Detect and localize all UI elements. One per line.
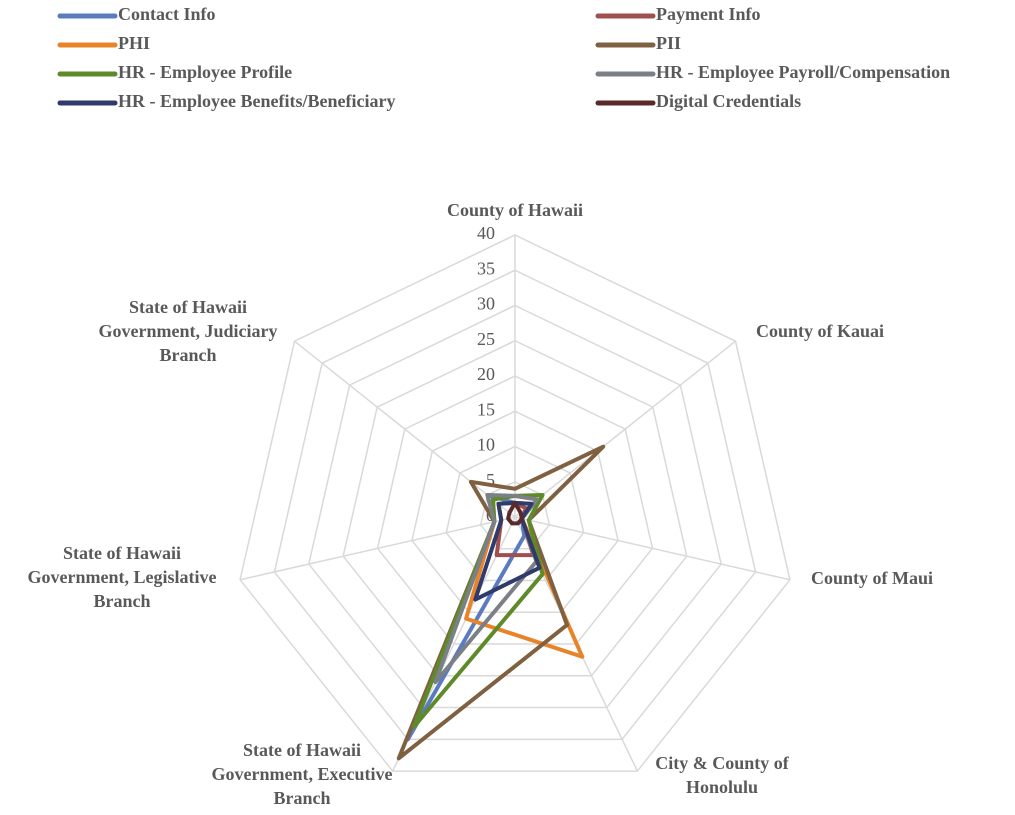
category-label: State of Hawaii Government, Legislative Br… bbox=[28, 543, 217, 611]
category-label: County of Maui bbox=[811, 568, 933, 588]
category-label: City & County of Honolulu bbox=[655, 753, 790, 797]
legend-label: Payment Info bbox=[656, 4, 761, 24]
tick-label: 25 bbox=[477, 329, 495, 349]
grid-ring bbox=[376, 375, 654, 645]
legend-label: HR - Employee Payroll/Compensation bbox=[656, 62, 950, 82]
legend-label: PHI bbox=[118, 33, 150, 53]
tick-label: 15 bbox=[477, 399, 495, 419]
category-label: State of Hawaii Government, Executive Bran… bbox=[212, 740, 393, 808]
grid-ring bbox=[342, 339, 688, 677]
series-line bbox=[396, 444, 606, 761]
category-label: County of Hawaii bbox=[447, 200, 583, 220]
spoke bbox=[514, 340, 736, 518]
series-line bbox=[433, 493, 540, 685]
tick-label: 40 bbox=[477, 223, 495, 243]
category-label: County of Kauai bbox=[756, 321, 884, 341]
tick-label: 10 bbox=[477, 435, 495, 455]
legend-label: Contact Info bbox=[118, 4, 216, 24]
tick-label: 5 bbox=[486, 470, 495, 490]
grid-ring bbox=[411, 410, 619, 614]
tick-label: 35 bbox=[477, 258, 495, 278]
series-line bbox=[506, 500, 524, 526]
grid-ring bbox=[239, 234, 791, 772]
legend-label: PII bbox=[656, 33, 681, 53]
legend-label: HR - Employee Benefits/Beneficiary bbox=[118, 91, 395, 111]
legend-label: Digital Credentials bbox=[656, 91, 801, 111]
spoke bbox=[294, 340, 516, 518]
spoke bbox=[239, 516, 516, 581]
spoke bbox=[514, 516, 791, 581]
grid-ring bbox=[307, 304, 723, 709]
grid-ring bbox=[273, 269, 757, 741]
category-label: State of Hawaii Government, Judiciary Bran… bbox=[99, 297, 278, 365]
tick-label: 20 bbox=[477, 364, 495, 384]
legend-label: HR - Employee Profile bbox=[118, 62, 292, 82]
series-line bbox=[473, 500, 542, 602]
series-line bbox=[412, 493, 545, 729]
tick-label: 30 bbox=[477, 294, 495, 314]
